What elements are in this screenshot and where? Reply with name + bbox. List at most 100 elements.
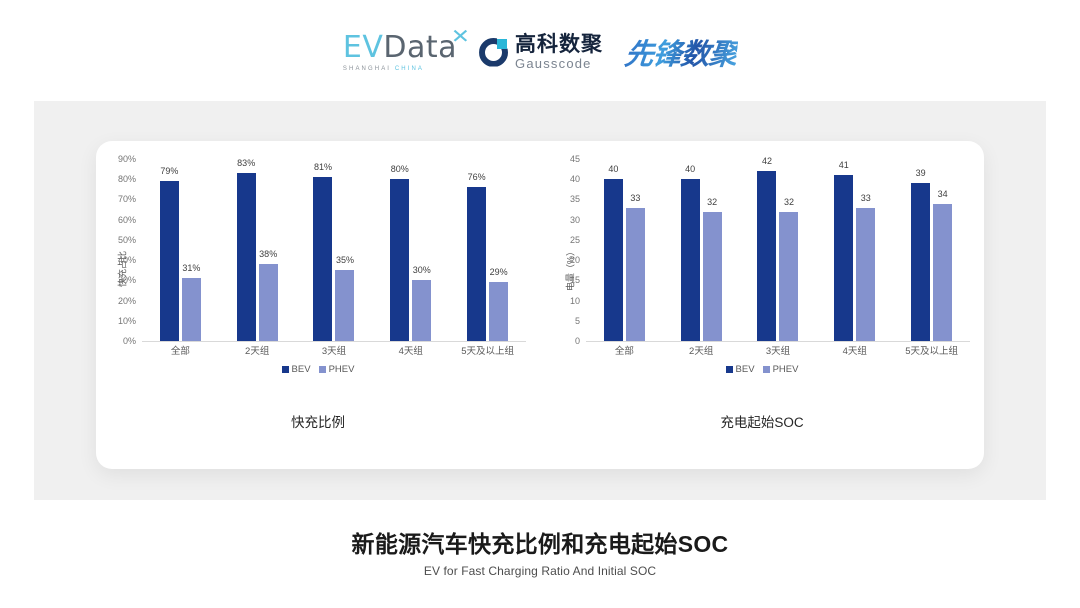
gausscode-ring-shape — [479, 37, 509, 67]
y-axis-tick-label: 0% — [122, 336, 136, 346]
bar-group: 83% 38% — [219, 158, 296, 341]
bar-value-label: 32 — [707, 196, 718, 207]
legend-label-bev: BEV — [291, 364, 311, 375]
bar-phev[interactable]: 35% — [335, 255, 355, 341]
x-axis-label: 5天及以上组 — [905, 346, 958, 357]
y-axis-tick-label: 80% — [117, 174, 136, 185]
x-axis-label: 4天组 — [398, 346, 423, 357]
bar-value-label: 33 — [860, 192, 871, 203]
y-axis-tick-label: 90% — [117, 154, 136, 164]
bar-phev[interactable]: 32 — [779, 197, 799, 341]
bar-bev[interactable]: 39 — [911, 168, 931, 341]
evdata-x-icon: ✕ — [450, 23, 471, 48]
bar-phev[interactable]: 33 — [625, 193, 645, 341]
bar-phev[interactable]: 33 — [856, 193, 876, 341]
x-axis-label: 3天组 — [765, 346, 791, 357]
gausscode-wordmark: 高科数聚 Gausscode — [515, 34, 603, 70]
bars-right: 40 33 40 32 42 32 41 33 39 34 — [586, 156, 970, 342]
bar-value-label: 40 — [685, 164, 696, 175]
chart-caption-right: 充电起始SOC — [720, 415, 804, 430]
x-axis-label: 5天及以上组 — [461, 346, 514, 357]
bar-group: 80% 30% — [372, 159, 449, 341]
bar-bev[interactable]: 81% — [313, 162, 333, 341]
y-axis-tick-label: 40 — [569, 174, 580, 185]
bar-value-label: 33 — [630, 192, 641, 203]
x-axis-label: 全部 — [170, 346, 190, 357]
y-axis-tick-label: 20% — [117, 295, 136, 306]
y-axis-tick-label: 70% — [117, 194, 136, 205]
evdata-tagline-country: CHINA — [394, 65, 424, 72]
logo-bar: EV Data ✕ SHANGHAI CHINA 高科数聚 Gausscode 先… — [0, 22, 1080, 82]
evdata-wordmark: EV Data ✕ — [342, 26, 470, 65]
y-axis-tick-label: 35 — [569, 194, 580, 205]
x-axis-label: 4天组 — [842, 346, 867, 357]
bar-group: 79% 31% — [142, 159, 219, 341]
plot-area-left: 快充占比 90% 80% 70% 60% 50% 40% 30% 20% 10% 0% 79% 31… — [96, 154, 540, 379]
bar-value-label: 39 — [915, 168, 926, 179]
gausscode-en-text: Gausscode — [515, 56, 592, 71]
y-axis-tick-label: 30 — [569, 214, 580, 225]
charts-card: 快充占比 90% 80% 70% 60% 50% 40% 30% 20% 10% 0% 79% 31… — [96, 141, 984, 469]
content-panel: 快充占比 90% 80% 70% 60% 50% 40% 30% 20% 10% 0% 79% 31… — [34, 101, 1046, 500]
page-subtitle: EV for Fast Charging Ratio And Initial S… — [423, 563, 657, 578]
evdata-data-text: Data — [383, 29, 458, 65]
legend-item-phev-left: PHEV — [318, 364, 355, 375]
y-axis-tick-label: 0 — [574, 336, 580, 346]
y-axis-tick-label: 15 — [569, 275, 580, 286]
legend-swatch-bev-icon — [281, 366, 289, 373]
bar-group: 81% 35% — [296, 159, 373, 341]
bar-value-label: 40 — [608, 164, 619, 175]
bar-bev[interactable]: 40 — [603, 164, 623, 341]
legend-item-bev-right: BEV — [725, 364, 755, 375]
legend-swatch-phev-icon — [318, 366, 326, 373]
bar-value-label: 31% — [182, 263, 201, 274]
evdata-logo: EV Data ✕ SHANGHAI CHINA — [342, 26, 470, 72]
x-axis-labels-right: 全部 2天组 3天组 4天组 5天及以上组 — [586, 343, 970, 361]
legend-left: BEV PHEV — [96, 364, 540, 375]
legend-label-bev: BEV — [735, 364, 755, 375]
bar-group: 41 33 — [816, 159, 893, 341]
y-axis-tick-label: 5 — [574, 315, 580, 326]
bar-bev[interactable]: 79% — [159, 166, 179, 341]
legend-label-phev: PHEV — [328, 364, 355, 375]
bar-bev[interactable]: 40 — [680, 164, 700, 341]
bar-phev[interactable]: 30% — [412, 265, 432, 341]
bar-value-label: 83% — [237, 158, 256, 169]
bar-bev[interactable]: 42 — [757, 156, 777, 341]
bar-bev[interactable]: 76% — [467, 172, 487, 341]
bar-group: 40 32 — [663, 159, 740, 341]
bar-group: 42 32 — [740, 156, 817, 341]
gausscode-square-shape — [497, 38, 508, 49]
bar-phev[interactable]: 29% — [489, 267, 509, 341]
charts-container: 快充占比 90% 80% 70% 60% 50% 40% 30% 20% 10% 0% 79% 31… — [96, 141, 984, 469]
legend-label-phev: PHEV — [772, 364, 799, 375]
x-axis-label: 2天组 — [689, 346, 714, 357]
y-axis-tick-label: 30% — [117, 275, 136, 286]
bar-value-label: 34 — [937, 188, 948, 199]
xianfeng-shuju-logo: 先锋数聚 — [623, 31, 739, 73]
bar-phev[interactable]: 34 — [933, 189, 953, 341]
gausscode-cn-text: 高科数聚 — [515, 33, 604, 56]
legend-item-bev-left: BEV — [281, 364, 311, 375]
bar-bev[interactable]: 41 — [834, 160, 854, 341]
bar-bev[interactable]: 80% — [390, 164, 410, 341]
bar-phev[interactable]: 38% — [258, 249, 278, 341]
bar-value-label: 41 — [838, 160, 849, 171]
evdata-tagline: SHANGHAI CHINA — [343, 66, 424, 72]
bar-value-label: 76% — [467, 172, 486, 183]
bar-phev[interactable]: 31% — [181, 263, 201, 341]
x-axis-label: 3天组 — [321, 346, 347, 357]
y-axis-tick-label: 10% — [117, 315, 136, 326]
bar-group: 40 33 — [586, 159, 663, 341]
bar-bev[interactable]: 83% — [236, 158, 256, 341]
bar-value-label: 38% — [259, 249, 278, 260]
bar-group: 76% 29% — [449, 159, 526, 341]
evdata-ev-text: EV — [342, 29, 384, 65]
page-title: 新能源汽车快充比例和充电起始SOC — [351, 531, 729, 557]
bar-value-label: 81% — [313, 162, 332, 173]
y-axis-ticks-right: 45 40 35 30 25 20 15 10 5 0 — [546, 154, 580, 346]
legend-swatch-bev-icon — [725, 366, 733, 373]
footer: 新能源汽车快充比例和充电起始SOC EV for Fast Charging R… — [0, 530, 1080, 578]
bar-phev[interactable]: 32 — [702, 197, 722, 341]
bar-value-label: 30% — [412, 265, 431, 276]
